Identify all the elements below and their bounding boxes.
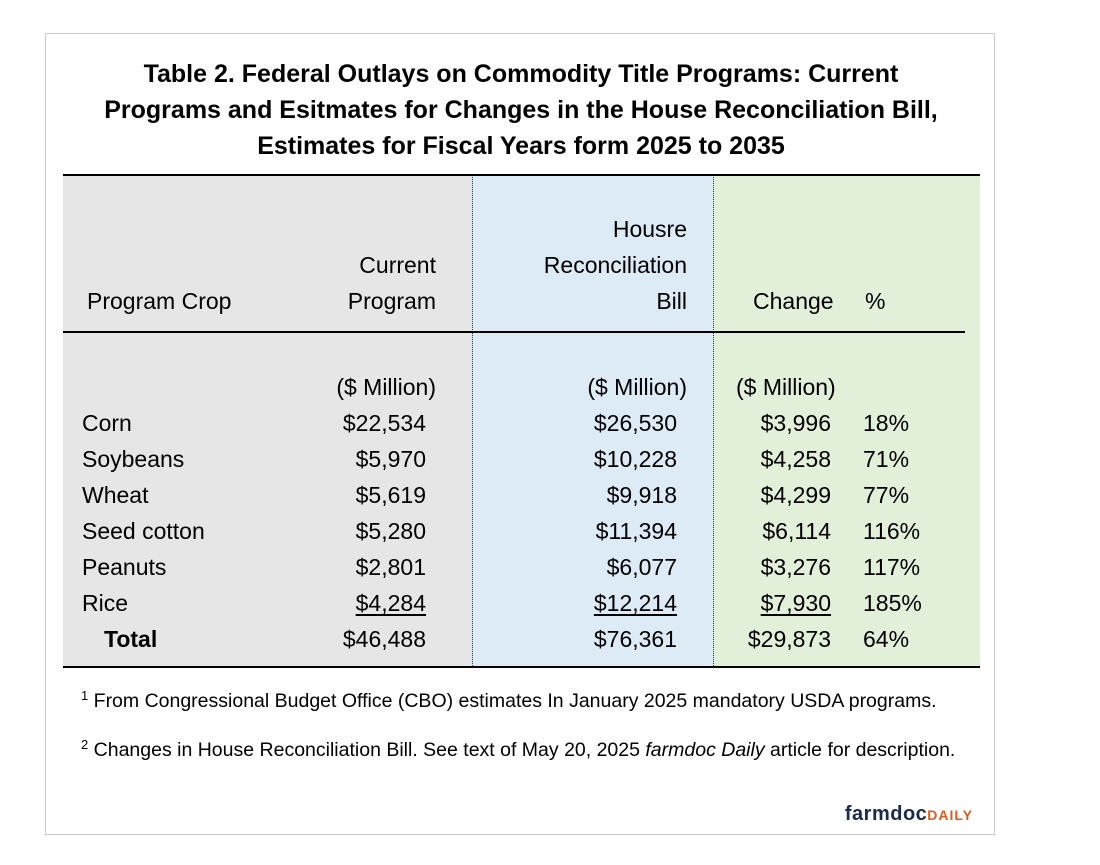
footnote-2-marker: 2 xyxy=(81,737,89,752)
row-crop: Rice xyxy=(82,590,129,616)
footnote-1-text: From Congressional Budget Office (CBO) e… xyxy=(93,690,937,712)
footnotes: 1 From Congressional Budget Office (CBO)… xyxy=(81,682,961,780)
row-house: $11,394 xyxy=(595,518,677,544)
header-current-line2: Program xyxy=(347,288,436,314)
footnote-2-italic: farmdoc Daily xyxy=(645,739,765,761)
row-pct: 117% xyxy=(863,554,921,580)
header-rule xyxy=(63,331,965,333)
row-current: $5,280 xyxy=(355,518,426,544)
row-pct: 77% xyxy=(863,482,910,508)
row-change: $4,258 xyxy=(760,446,831,472)
units-change: ($ Million) xyxy=(736,374,836,400)
header-change: Change xyxy=(753,288,834,314)
row-pct: 71% xyxy=(863,446,910,472)
row-pct: 185% xyxy=(863,590,922,616)
footnote-1: 1 From Congressional Budget Office (CBO)… xyxy=(81,682,961,715)
row-crop: Seed cotton xyxy=(82,518,205,544)
title-line-1: Table 2. Federal Outlays on Commodity Ti… xyxy=(143,60,899,88)
column-bg-house xyxy=(472,174,713,668)
row-house: $12,214 xyxy=(593,590,677,616)
title-line-3: Estimates for Fiscal Years form 2025 to … xyxy=(257,132,785,160)
table-bottom-rule xyxy=(63,666,980,668)
total-house: $76,361 xyxy=(593,626,677,652)
row-change: $3,276 xyxy=(760,554,831,580)
header-house-line2: Reconciliation xyxy=(543,252,687,278)
column-bg-change xyxy=(713,174,980,668)
row-change: $4,299 xyxy=(760,482,831,508)
total-current: $46,488 xyxy=(342,626,426,652)
logo-farmdoc: farmdoc xyxy=(844,803,928,825)
table-top-rule xyxy=(63,174,980,176)
footnote-2-text-b: article for description. xyxy=(764,739,956,761)
row-current: $4,284 xyxy=(355,590,426,616)
table-title: Table 2. Federal Outlays on Commodity Ti… xyxy=(46,56,996,164)
header-current-line1: Current xyxy=(359,252,436,278)
row-house: $6,077 xyxy=(606,554,677,580)
header-house-line1: Housre xyxy=(612,216,687,242)
row-crop: Peanuts xyxy=(82,554,167,580)
row-change: $6,114 xyxy=(762,518,831,544)
row-current: $5,970 xyxy=(355,446,426,472)
total-change: $29,873 xyxy=(747,626,831,652)
units-house: ($ Million) xyxy=(587,374,687,400)
row-crop: Wheat xyxy=(82,482,149,508)
header-percent: % xyxy=(865,288,886,314)
logo-daily: DAILY xyxy=(927,807,973,823)
table-figure: Table 2. Federal Outlays on Commodity Ti… xyxy=(45,33,995,835)
row-crop: Soybeans xyxy=(82,446,185,472)
footnote-1-marker: 1 xyxy=(81,688,89,703)
row-change: $7,930 xyxy=(760,590,831,616)
row-house: $10,228 xyxy=(593,446,677,472)
header-program-crop: Program Crop xyxy=(87,288,232,314)
outlays-table: Program Crop Current Program Housre Reco… xyxy=(63,174,980,668)
units-current: ($ Million) xyxy=(336,374,436,400)
total-label: Total xyxy=(104,626,158,652)
footnote-2-text-a: Changes in House Reconciliation Bill. Se… xyxy=(93,739,646,761)
total-pct: 64% xyxy=(863,626,910,652)
row-current: $5,619 xyxy=(355,482,426,508)
row-house: $9,918 xyxy=(606,482,677,508)
row-change: $3,996 xyxy=(760,410,831,436)
row-current: $22,534 xyxy=(342,410,426,436)
footnote-2: 2 Changes in House Reconciliation Bill. … xyxy=(81,731,961,764)
farmdoc-daily-logo: farmdocDAILY xyxy=(845,803,973,826)
row-pct: 116% xyxy=(863,518,921,544)
row-house: $26,530 xyxy=(593,410,677,436)
row-current: $2,801 xyxy=(355,554,426,580)
column-bg-current xyxy=(63,174,472,668)
row-crop: Corn xyxy=(82,410,132,436)
header-house-line3: Bill xyxy=(656,288,687,314)
title-line-2: Programs and Esitmates for Changes in th… xyxy=(104,96,938,124)
row-pct: 18% xyxy=(863,410,910,436)
